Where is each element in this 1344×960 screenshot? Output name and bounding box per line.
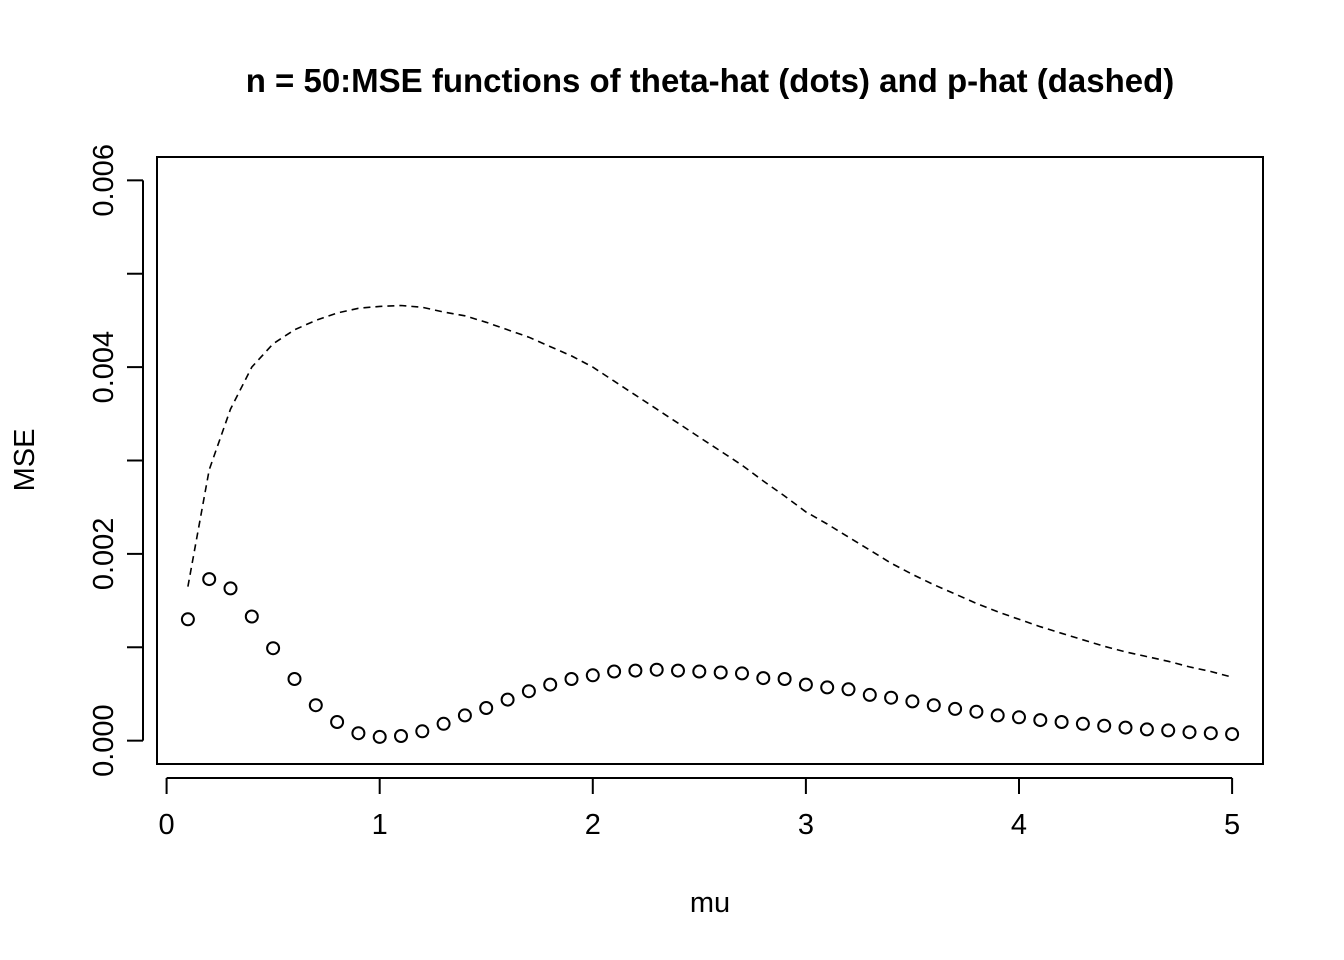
y-tick-label: 0.002 <box>88 518 120 591</box>
theta-hat-point <box>1097 718 1112 733</box>
theta-hat-point <box>287 672 302 686</box>
theta-hat-point <box>436 716 451 731</box>
theta-hat-point <box>500 692 515 707</box>
theta-hat-point <box>777 672 792 686</box>
theta-hat-point <box>862 687 877 702</box>
theta-hat-point <box>266 641 281 656</box>
theta-hat-point <box>1139 722 1154 737</box>
theta-hat-point <box>202 572 217 587</box>
theta-hat-point <box>1182 725 1197 740</box>
theta-hat-point <box>1075 716 1090 731</box>
theta-hat-point <box>649 662 664 677</box>
theta-hat-point <box>479 701 494 715</box>
theta-hat-point <box>756 671 771 686</box>
x-tick-label: 1 <box>372 809 388 841</box>
theta-hat-point <box>457 708 472 723</box>
theta-hat-point <box>351 726 366 741</box>
theta-hat-point <box>564 672 579 686</box>
y-tick-label: 0.004 <box>88 331 120 404</box>
theta-hat-point <box>1225 727 1240 742</box>
y-tick-label: 0.000 <box>88 704 120 777</box>
theta-hat-point <box>905 694 920 709</box>
theta-hat-point <box>1118 720 1133 735</box>
theta-hat-point <box>1203 726 1218 741</box>
theta-hat-point <box>713 665 728 680</box>
theta-hat-point <box>798 677 813 692</box>
theta-hat-point <box>607 664 622 679</box>
theta-hat-point <box>1033 713 1048 728</box>
theta-hat-point <box>180 612 195 627</box>
theta-hat-point <box>330 715 345 729</box>
theta-hat-point <box>1012 710 1026 725</box>
p-hat-dashed-line <box>187 304 1233 678</box>
x-axis: 0 1 2 3 4 5 <box>159 777 1240 841</box>
theta-hat-point <box>394 729 408 743</box>
theta-hat-point <box>521 684 536 699</box>
theta-hat-point <box>585 668 600 683</box>
theta-hat-point <box>628 663 643 678</box>
y-tick-label: 0.006 <box>88 144 120 217</box>
plot-frame <box>156 156 1264 765</box>
theta-hat-point <box>415 724 430 739</box>
chart-title: n = 50:MSE functions of theta-hat (dots)… <box>246 62 1175 99</box>
theta-hat-point <box>244 609 259 624</box>
theta-hat-point <box>884 690 899 705</box>
x-tick-label: 2 <box>585 809 601 841</box>
theta-hat-point <box>671 663 685 678</box>
theta-hat-point <box>223 581 238 596</box>
theta-hat-point <box>1161 723 1176 738</box>
y-axis-label: MSE <box>9 429 41 492</box>
y-axis: 0.000 0.002 0.004 0.006 <box>88 144 144 777</box>
x-axis-label: mu <box>690 887 730 919</box>
theta-hat-point <box>372 729 387 744</box>
x-tick-label: 5 <box>1224 809 1240 841</box>
theta-hat-point <box>543 677 558 692</box>
theta-hat-point <box>969 704 984 719</box>
theta-hat-point <box>820 680 835 695</box>
theta-hat-point <box>1054 715 1069 729</box>
x-tick-label: 0 <box>159 809 175 841</box>
theta-hat-point <box>841 682 856 697</box>
theta-hat-point <box>926 698 941 713</box>
theta-hat-point <box>692 664 707 679</box>
theta-hat-point <box>308 698 323 713</box>
series-layer <box>180 304 1240 744</box>
x-tick-label: 4 <box>1011 809 1027 841</box>
theta-hat-point <box>990 708 1005 723</box>
theta-hat-point <box>948 701 963 716</box>
x-tick-label: 3 <box>798 809 814 841</box>
theta-hat-point <box>735 666 749 681</box>
